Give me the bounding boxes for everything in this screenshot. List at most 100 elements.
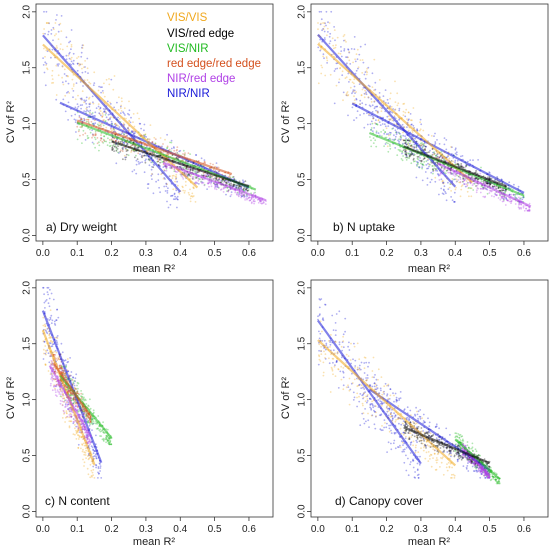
scatter-point — [317, 22, 319, 24]
scatter-point — [168, 148, 171, 151]
scatter-point — [116, 138, 118, 141]
scatter-point — [405, 156, 408, 159]
scatter-point — [73, 118, 76, 121]
scatter-point — [50, 29, 53, 31]
scatter-point — [121, 150, 124, 153]
scatter-point — [110, 116, 112, 119]
scatter-point — [163, 185, 166, 188]
scatter-point — [73, 384, 76, 387]
y-tick-label: 1.0 — [22, 116, 33, 130]
scatter-point — [104, 108, 107, 111]
scatter-point — [94, 115, 96, 117]
scatter-point — [189, 175, 192, 178]
scatter-point — [324, 74, 327, 77]
scatter-point — [245, 197, 248, 200]
scatter-point — [59, 402, 62, 405]
scatter-point — [391, 127, 394, 130]
scatter-point — [81, 44, 84, 47]
scatter-point — [196, 176, 198, 179]
scatter-point — [490, 177, 493, 180]
scatter-point — [317, 28, 319, 31]
scatter-point — [443, 185, 446, 188]
scatter-point — [387, 102, 390, 105]
scatter-point — [335, 329, 337, 332]
scatter-point — [334, 39, 336, 42]
scatter-point — [80, 51, 83, 54]
scatter-point — [130, 149, 133, 151]
scatter-point — [384, 125, 387, 128]
legend-entry: VIS/NIR — [167, 43, 209, 55]
scatter-point — [137, 146, 140, 149]
scatter-point — [371, 72, 374, 75]
scatter-point — [197, 179, 200, 182]
scatter-point — [54, 384, 57, 387]
scatter-point — [86, 435, 89, 437]
scatter-point — [398, 132, 401, 135]
scatter-point — [160, 173, 163, 176]
scatter-point — [127, 127, 129, 129]
scatter-point — [98, 108, 101, 111]
scatter-point — [236, 194, 239, 196]
scatter-point — [89, 463, 92, 466]
scatter-point — [454, 148, 457, 151]
scatter-point — [112, 143, 115, 146]
scatter-point — [194, 176, 197, 178]
x-axis-ticks: 0.0 0.1 0.2 0.3 0.4 0.5 0.6 — [311, 241, 531, 259]
scatter-point — [89, 102, 92, 104]
scatter-point — [329, 73, 332, 76]
scatter-point — [111, 123, 114, 126]
scatter-point — [406, 126, 408, 128]
scatter-point — [394, 447, 397, 450]
scatter-point — [81, 46, 83, 49]
scatter-point — [217, 166, 220, 169]
scatter-point — [147, 138, 149, 140]
scatter-point — [249, 199, 252, 202]
scatter-point — [358, 53, 361, 56]
scatter-point — [165, 165, 168, 168]
scatter-point — [45, 353, 47, 356]
scatter-point — [95, 455, 97, 458]
scatter-point — [353, 48, 356, 51]
scatter-point — [389, 92, 392, 95]
scatter-point — [383, 132, 386, 135]
scatter-point — [238, 180, 241, 183]
scatter-point — [49, 309, 52, 312]
y-tick-label: 1.0 — [297, 116, 308, 130]
scatter-point — [187, 152, 190, 155]
scatter-point — [236, 191, 239, 194]
scatter-point — [318, 10, 321, 13]
scatter-point — [170, 147, 173, 150]
scatter-point — [144, 154, 146, 157]
scatter-point — [171, 167, 173, 170]
scatter-point — [85, 99, 88, 102]
scatter-point — [94, 138, 97, 141]
scatter-point — [159, 161, 162, 164]
scatter-point — [409, 461, 412, 463]
scatter-point — [250, 198, 253, 200]
scatter-point — [194, 181, 197, 184]
scatter-point — [78, 436, 81, 439]
scatter-point — [178, 192, 181, 195]
scatter-point — [372, 137, 375, 140]
scatter-point — [113, 145, 116, 148]
scatter-point — [455, 151, 458, 154]
scatter-point — [387, 150, 390, 153]
scatter-point — [67, 82, 70, 85]
scatter-point — [43, 352, 45, 355]
scatter-point — [429, 163, 431, 166]
scatter-point — [61, 391, 64, 394]
scatter-point — [522, 196, 525, 199]
scatter-point — [214, 183, 216, 185]
scatter-point — [97, 123, 99, 126]
scatter-point — [104, 114, 107, 116]
scatter-point — [383, 123, 386, 126]
scatter-point — [84, 431, 86, 434]
scatter-point — [486, 192, 489, 195]
panel-dry-weight: 0.0 0.1 0.2 0.3 0.4 0.5 0.6 0.00.51.01.52.0 me… — [5, 3, 274, 275]
scatter-point — [111, 149, 114, 151]
scatter-point — [394, 80, 396, 83]
scatter-point — [70, 420, 72, 422]
scatter-point — [99, 110, 102, 113]
scatter-point — [184, 152, 186, 155]
scatter-point — [51, 376, 54, 379]
